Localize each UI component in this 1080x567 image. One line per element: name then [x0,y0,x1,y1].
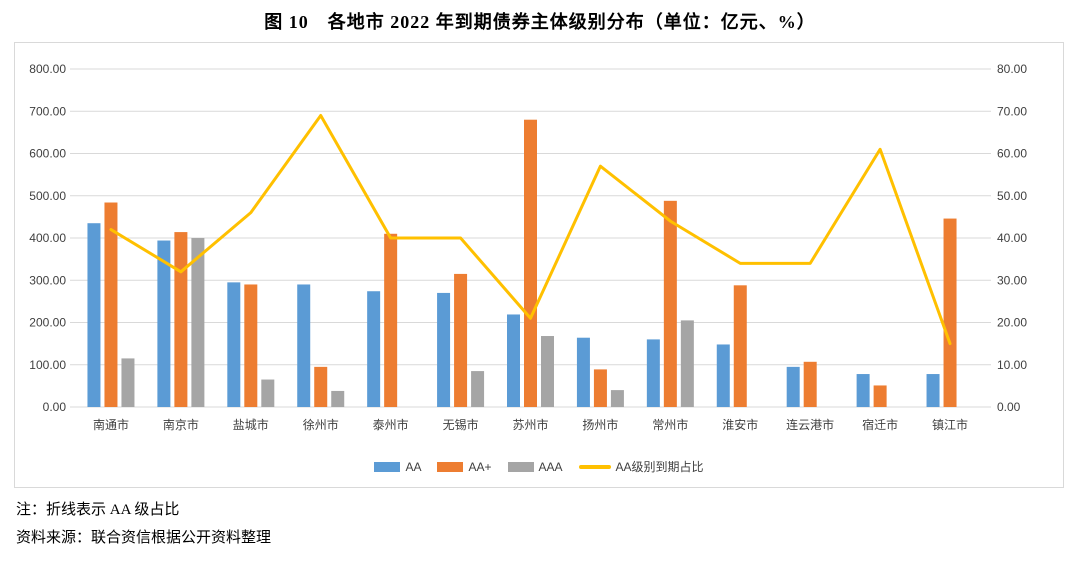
y-axis-tick-label-left: 300.00 [29,273,66,287]
y-axis-tick-label-right: 80.00 [997,62,1027,76]
legend-swatch-aaplus-icon [437,461,464,472]
bar-AAA [471,371,485,407]
bar-AAA [191,238,205,407]
bar-AA+ [244,284,258,407]
bar-AA [716,344,730,407]
x-axis-category-label: 泰州市 [373,417,409,432]
bar-AA [507,314,520,407]
bar-AA [576,337,590,407]
x-axis-category-label: 盐城市 [233,417,269,432]
y-axis-tick-label-left: 200.00 [29,316,66,330]
y-axis-tick-label-right: 10.00 [997,358,1027,372]
x-axis-category-label: 常州市 [652,417,688,432]
bar-AA [227,282,241,407]
bar-AA+ [104,202,118,407]
legend-swatch-line-icon [578,464,611,469]
bar-AA+ [663,200,677,407]
x-axis-category-label: 淮安市 [722,417,758,432]
bar-AA [87,223,101,407]
legend-swatch-aaa-icon [507,461,534,472]
bar-AA [437,292,451,407]
bar-AA [856,374,870,407]
bar-AAA [121,358,135,407]
trend-line-AA级别到期占比 [109,113,952,346]
bar-AA+ [873,385,887,407]
y-axis-tick-label-left: 800.00 [29,62,66,76]
bar-AAA [680,320,694,407]
bar-AA [646,339,660,407]
x-axis-category-label: 镇江市 [932,417,968,432]
bar-AA+ [454,273,468,407]
legend-swatch-aa-icon [374,461,401,472]
legend-label-aaa: AAA [538,459,563,474]
legend-label-aaplus: AA+ [468,459,492,474]
bar-AA+ [524,119,537,407]
bar-AA+ [174,232,188,407]
bar-AA+ [593,369,607,407]
bar-AA+ [803,361,817,407]
bar-AAA [610,390,624,407]
bar-AA [786,366,800,407]
footnote-line-meaning: 注：折线表示 AA 级占比 [16,502,180,518]
legend-item-aa-ratio-line: AA级别到期占比 [578,458,704,475]
x-axis-category-label: 连云港市 [786,417,834,432]
x-axis-category-label: 南京市 [163,417,199,432]
y-axis-tick-label-right: 40.00 [997,231,1027,245]
bar-AA+ [733,285,747,407]
footnote-source: 资料来源：联合资信根据公开资料整理 [16,530,272,546]
chart-frame: 0.00 100.00 200.00 300.00 400.00 500.00 600.00… [14,42,1064,488]
bar-AAA [331,390,345,407]
bar-AA+ [384,233,398,407]
bar-AAA [261,379,275,407]
bar-AA [926,374,940,407]
y-axis-tick-label-right: 50.00 [997,189,1027,203]
legend-item-aaplus: AA+ [437,459,492,474]
bar-AAA [541,336,554,407]
footnotes: 注：折线表示 AA 级占比 资料来源：联合资信根据公开资料整理 [16,498,1016,554]
y-axis-tick-label-right: 20.00 [997,316,1027,330]
bar-line-chart: 0.00 100.00 200.00 300.00 400.00 500.00 600.00… [29,62,1027,432]
y-axis-tick-label-right: 70.00 [997,104,1027,118]
x-axis-category-label: 无锡市 [443,417,479,432]
legend-label-aa: AA [405,459,422,474]
x-axis-category-label: 扬州市 [582,417,618,432]
legend-label-aa-ratio: AA级别到期占比 [615,460,704,474]
y-axis-tick-label-left: 600.00 [29,147,66,161]
y-axis-tick-label-left: 100.00 [29,358,66,372]
y-axis-tick-label-left: 700.00 [29,104,66,118]
bar-AA [297,284,311,407]
bar-AA [157,240,171,407]
bar-AA+ [314,366,328,407]
y-axis-tick-label-left: 400.00 [29,231,66,245]
legend: AA AA+ AAA AA级别到期占比 [15,458,1063,475]
x-axis-category-label: 苏州市 [512,417,548,432]
bar-AA+ [943,218,957,407]
legend-item-aa: AA [374,460,421,474]
y-axis-tick-label-left: 0.00 [43,400,67,414]
x-axis-category-label: 南通市 [93,417,129,432]
y-axis-tick-label-left: 500.00 [29,189,66,203]
y-axis-tick-label-right: 60.00 [997,147,1027,161]
legend-item-aaa: AAA [507,459,563,474]
x-axis-category-label: 徐州市 [303,417,339,432]
y-axis-tick-label-right: 0.00 [997,400,1021,414]
bar-AA [367,291,381,407]
x-axis-category-label: 宿迁市 [862,417,898,432]
chart-title: 图 10 各地市 2022 年到期债券主体级别分布（单位：亿元、%） [264,12,816,32]
y-axis-tick-label-right: 30.00 [997,273,1027,287]
